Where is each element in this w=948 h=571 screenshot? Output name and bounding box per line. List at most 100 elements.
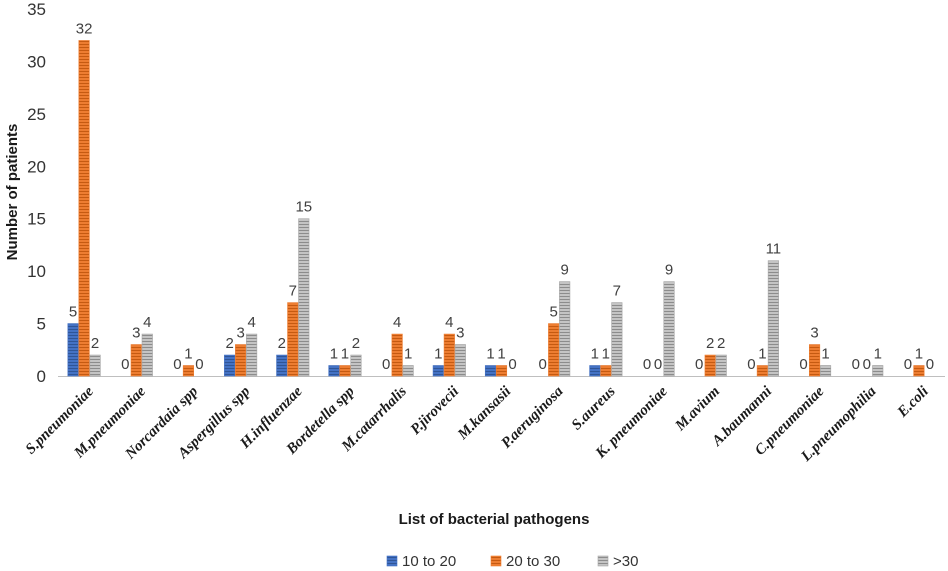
bar — [809, 344, 821, 377]
data-label: 0 — [121, 356, 129, 373]
data-label: 2 — [352, 335, 360, 352]
y-tick-label: 30 — [27, 52, 46, 71]
data-label: 1 — [330, 346, 338, 363]
legend-label: 20 to 30 — [506, 553, 560, 570]
bar — [559, 281, 571, 377]
bar — [611, 302, 623, 377]
y-tick-label: 0 — [37, 367, 46, 386]
y-tick-label: 5 — [37, 315, 46, 334]
legend-label: >30 — [613, 553, 638, 570]
data-label: 1 — [341, 346, 349, 363]
data-label: 9 — [561, 262, 569, 279]
data-label: 0 — [799, 356, 807, 373]
bar — [391, 333, 403, 377]
bar — [328, 365, 340, 377]
bar — [548, 323, 560, 377]
data-label: 0 — [382, 356, 390, 373]
data-label: 0 — [195, 356, 203, 373]
data-label: 1 — [915, 346, 923, 363]
data-label: 5 — [550, 304, 558, 321]
bar — [715, 354, 727, 377]
data-label: 0 — [173, 356, 181, 373]
data-label: 0 — [654, 356, 662, 373]
data-label: 1 — [591, 346, 599, 363]
bar — [589, 365, 601, 377]
y-tick-label: 35 — [27, 0, 46, 19]
data-label: 1 — [434, 346, 442, 363]
legend-label: 10 to 20 — [402, 553, 456, 570]
bar — [246, 333, 258, 377]
data-label: 0 — [539, 356, 547, 373]
bar — [350, 354, 362, 377]
data-label: 2 — [225, 335, 233, 352]
bar — [78, 40, 90, 377]
data-label: 2 — [278, 335, 286, 352]
data-label: 4 — [445, 314, 453, 331]
legend-swatch — [490, 555, 502, 567]
bar — [663, 281, 675, 377]
bar — [141, 333, 153, 377]
data-label: 11 — [766, 241, 782, 258]
data-label: 2 — [91, 335, 99, 352]
bar — [67, 323, 79, 377]
bar-series-group — [67, 40, 925, 377]
bar — [224, 354, 236, 377]
data-label: 0 — [904, 356, 912, 373]
data-label: 0 — [508, 356, 516, 373]
x-axis-title: List of bacterial pathogens — [399, 511, 590, 528]
bar — [704, 354, 716, 377]
legend-swatch — [386, 555, 398, 567]
legend: 10 to 20 20 to 30 >30 — [386, 553, 638, 570]
data-label: 1 — [486, 346, 494, 363]
data-label: 2 — [706, 335, 714, 352]
data-label: 7 — [613, 283, 621, 300]
bar — [820, 365, 832, 377]
data-label: 32 — [76, 20, 93, 37]
data-label: 7 — [289, 283, 297, 300]
data-label: 0 — [863, 356, 871, 373]
data-label: 1 — [602, 346, 610, 363]
bar — [298, 218, 310, 377]
category-label: P.jirovecii — [408, 383, 463, 438]
data-label: 1 — [184, 346, 192, 363]
bar — [484, 365, 497, 377]
bar — [495, 365, 508, 377]
data-label: 4 — [247, 314, 255, 331]
y-tick-label: 15 — [27, 210, 46, 229]
data-label: 3 — [456, 325, 464, 342]
legend-swatch — [597, 555, 609, 567]
y-axis-title: Number of patients — [4, 124, 21, 261]
bar — [130, 344, 142, 377]
data-label: 0 — [747, 356, 755, 373]
bar — [432, 365, 444, 377]
category-label: E.coli — [894, 383, 932, 421]
data-label: 2 — [717, 335, 725, 352]
data-label: 4 — [143, 314, 151, 331]
bar — [235, 344, 247, 377]
bar — [872, 365, 884, 377]
data-label: 0 — [926, 356, 934, 373]
data-label: 0 — [643, 356, 651, 373]
data-label: 1 — [874, 346, 882, 363]
data-label: 15 — [295, 199, 312, 216]
y-tick-label: 25 — [27, 105, 46, 124]
data-label: 5 — [69, 304, 77, 321]
data-label: 0 — [852, 356, 860, 373]
bar — [756, 365, 768, 377]
data-label: 3 — [810, 325, 818, 342]
bar — [182, 365, 194, 377]
category-label: M.avium — [672, 384, 723, 435]
data-label: 4 — [393, 314, 401, 331]
data-label: 1 — [758, 346, 766, 363]
y-tick-label: 10 — [27, 262, 46, 281]
data-label: 0 — [695, 356, 703, 373]
bar — [600, 365, 612, 377]
bar — [454, 344, 466, 377]
data-label: 1 — [497, 346, 505, 363]
bar — [402, 365, 414, 377]
bar — [287, 302, 299, 377]
bar — [443, 333, 455, 377]
